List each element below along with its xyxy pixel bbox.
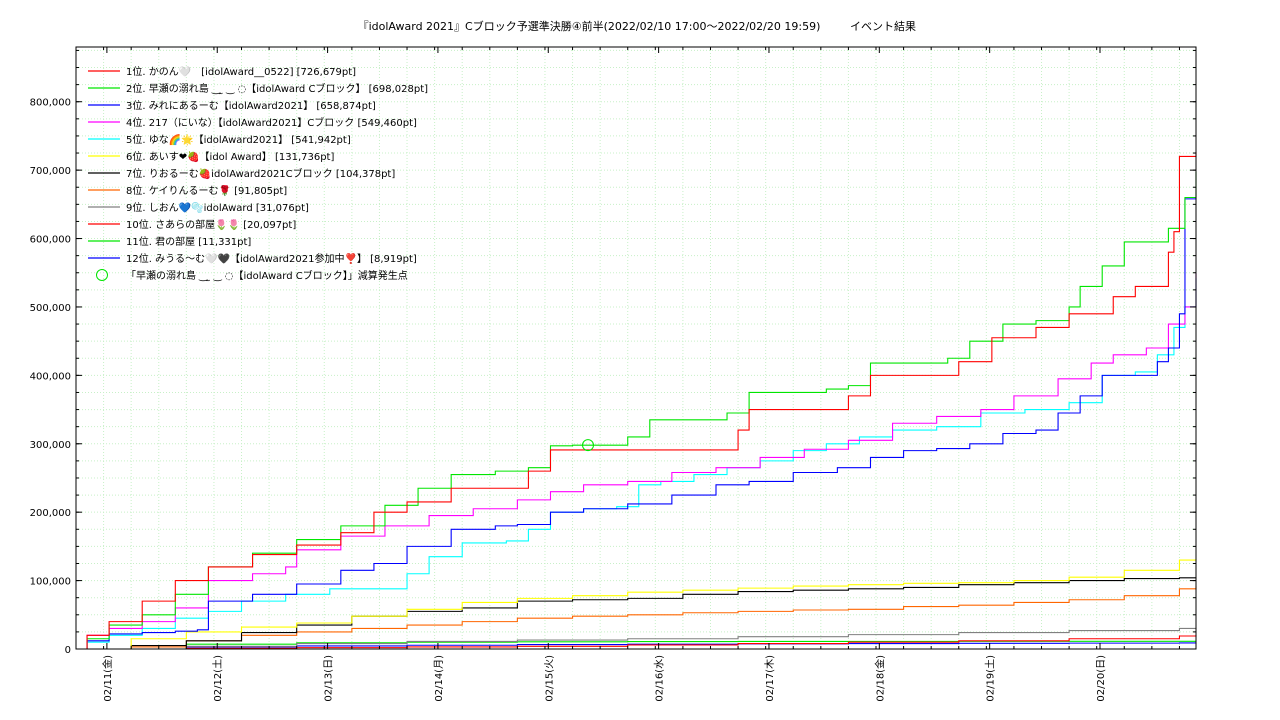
y-tick-label: 200,000 xyxy=(30,508,71,519)
legend: 1位. かのん🤍 [idolAward__0522] [726,679pt] 2位… xyxy=(88,65,428,282)
x-tick-label: 02/19(土) xyxy=(984,655,997,702)
legend-label: 6位. あいす❤🍓【idol Award】 [131,736pt] xyxy=(126,150,334,163)
legend-label: 7位. りおるーむ🍓idolAward2021Cブロック [104,378pt] xyxy=(126,167,395,180)
y-tick-label: 500,000 xyxy=(30,303,71,314)
legend-label: 4位. 217（にいな）【idolAward2021】Cブロック [549,46… xyxy=(126,116,417,129)
legend-label: 9位. しおん💙🫧idolAward [31,076pt] xyxy=(126,201,309,214)
legend-label: 1位. かのん🤍 [idolAward__0522] [726,679pt] xyxy=(126,65,356,78)
legend-label: 5位. ゆな🌈🌟【idolAward2021】 [541,942pt] xyxy=(126,133,351,146)
plot-frame xyxy=(75,46,1197,650)
annotation-marker xyxy=(582,439,594,452)
series-line xyxy=(76,273,1197,650)
legend-label: 12位. みうる〜む🤍🖤【idolAward2021参加中❣️】 [8,919p… xyxy=(126,252,417,265)
x-tick-label: 02/11(金) xyxy=(101,655,114,702)
y-tick-label: 100,000 xyxy=(30,577,71,588)
x-tick-label: 02/14(月) xyxy=(433,655,445,702)
legend-marker xyxy=(96,269,108,281)
plot-grid xyxy=(75,47,1196,650)
series-line xyxy=(76,577,1197,650)
series-line xyxy=(76,198,1197,650)
x-tick-label: 02/18(金) xyxy=(873,655,886,702)
x-tick-label: 02/16(水) xyxy=(654,655,666,702)
x-axis: 02/11(金) 02/12(土) 02/13(日) 02/14(月) 02/15(火)… xyxy=(75,47,1180,702)
series-line xyxy=(76,278,1197,650)
legend-label: 3位. みれにあるーむ【idolAward2021】 [658,874pt] xyxy=(126,99,376,112)
plot-series xyxy=(76,151,1197,650)
x-tick-label: 02/13(日) xyxy=(324,655,335,702)
series-line xyxy=(76,586,1197,650)
chart-title: 『idolAward 2021』Cブロック予選準決勝④前半(2022/02/10… xyxy=(358,19,821,33)
chart-subtitle: イベント結果 xyxy=(850,19,916,33)
legend-label: 8位. ケイりんるーむ🌹 [91,805pt] xyxy=(126,184,287,197)
y-tick-label: 300,000 xyxy=(30,440,71,451)
y-tick-label: 400,000 xyxy=(30,371,71,382)
legend-label: 2位. 早瀬の溺れ島 ‿ ̫ ‿ ◌【idolAward Cブロック】 [698… xyxy=(126,82,428,95)
legend-label: 11位. 君の部屋 [11,331pt] xyxy=(126,235,251,248)
y-axis: 0 100,000 200,000 300,000 400,000 500,000 600,… xyxy=(30,49,1196,656)
series-line xyxy=(76,558,1197,650)
x-tick-label: 02/20(日) xyxy=(1096,655,1107,702)
y-tick-label: 700,000 xyxy=(30,166,71,177)
x-tick-label: 02/15(火) xyxy=(543,655,555,702)
x-tick-label: 02/17(木) xyxy=(764,655,776,702)
series-line xyxy=(76,627,1197,650)
x-tick-label: 02/12(土) xyxy=(211,655,224,702)
legend-annotation-label: 「早瀬の溺れ島 ‿ ̫ ‿ ◌【idolAward Cブロック】」減算発生点 xyxy=(126,269,408,282)
y-tick-label: 0 xyxy=(65,645,71,656)
series-line xyxy=(76,151,1197,650)
y-tick-label: 800,000 xyxy=(30,98,71,109)
legend-label: 10位. さあらの部屋🌷🌷 [20,097pt] xyxy=(126,218,296,231)
plot-annotations xyxy=(582,439,594,452)
y-tick-label: 600,000 xyxy=(30,235,71,246)
